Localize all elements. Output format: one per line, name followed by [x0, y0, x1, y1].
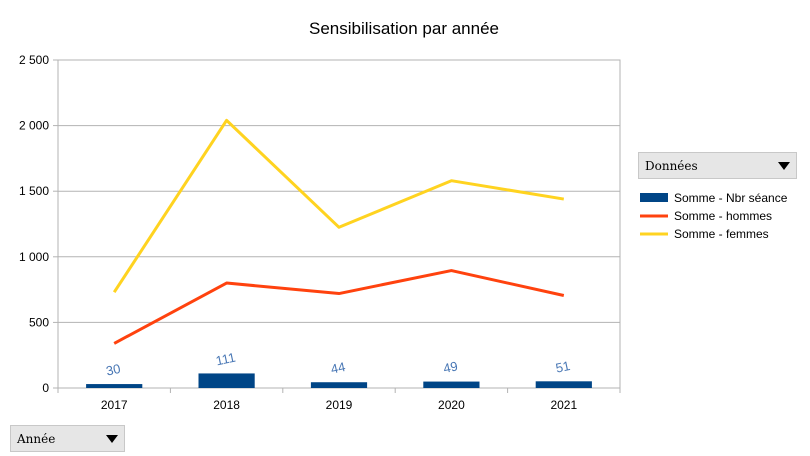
legend-label: Somme - femmes [674, 227, 769, 241]
x-tick-label: 2020 [438, 398, 465, 412]
data-field-label: Données [645, 158, 698, 173]
bar-data-label: 49 [442, 358, 459, 376]
y-tick-label: 0 [42, 381, 49, 395]
legend-label: Somme - Nbr séance [674, 191, 788, 205]
bar-data-label: 44 [329, 359, 346, 377]
dropdown-arrow-icon [106, 434, 118, 443]
dropdown-arrow-icon [778, 161, 790, 170]
bar [310, 382, 368, 388]
category-field-dropdown[interactable]: Année [10, 425, 125, 452]
legend: Somme - Nbr séance Somme - hommes Somme - … [640, 191, 788, 241]
x-tick-label: 2018 [213, 398, 240, 412]
bar [535, 381, 592, 388]
plot-frame [57, 59, 621, 389]
y-tick-label: 2 000 [19, 119, 49, 133]
data-field-dropdown[interactable]: Données [638, 152, 797, 179]
bar [423, 381, 480, 388]
y-tick-label: 2 500 [19, 53, 49, 67]
x-tick-label: 2019 [326, 398, 353, 412]
x-tick-label: 2021 [550, 398, 577, 412]
x-tick-label: 2017 [101, 398, 128, 412]
y-tick-label: 500 [29, 315, 49, 329]
chart-title: Sensibilisation par année [309, 19, 499, 38]
y-tick-label: 1 000 [19, 250, 49, 264]
bar [198, 373, 255, 388]
bar-data-label: 111 [214, 350, 236, 369]
y-tick-label: 1 500 [19, 184, 49, 198]
series-line [112, 118, 565, 294]
legend-label: Somme - hommes [674, 209, 772, 223]
bar [86, 384, 143, 388]
series-line [113, 269, 565, 345]
bar-data-label: 51 [554, 358, 571, 376]
bar-data-label: 30 [105, 361, 122, 379]
category-field-label: Année [17, 431, 56, 446]
legend-swatch [640, 193, 668, 202]
